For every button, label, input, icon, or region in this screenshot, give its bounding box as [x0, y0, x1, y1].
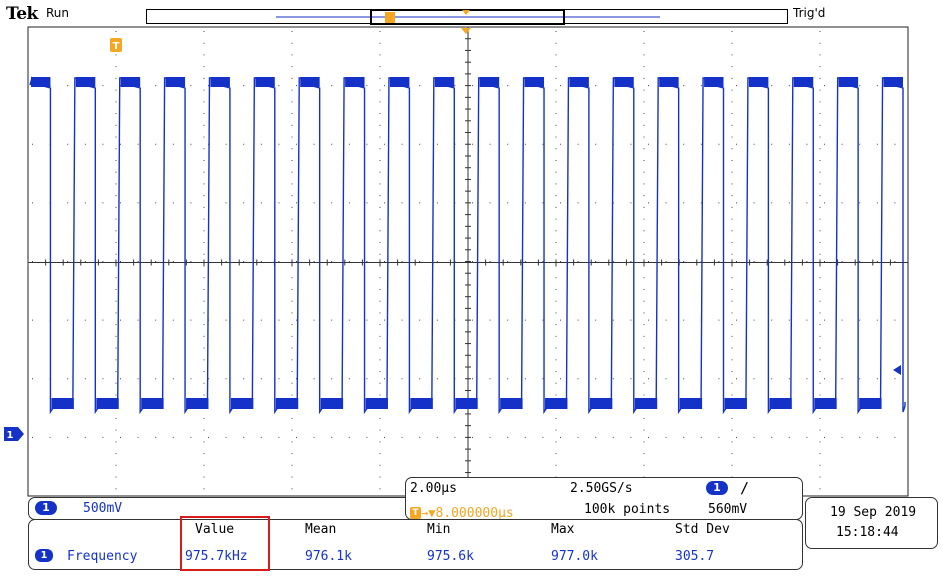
trigger-position-icon: T	[110, 38, 122, 52]
trigger-level-icon[interactable]	[893, 365, 901, 375]
value-highlight-box	[180, 516, 270, 571]
time: 15:18:44	[836, 525, 899, 540]
header-value: Value	[195, 522, 235, 537]
timebase-panel[interactable]: 2.00μs T →▼8.000000μs 2.50GS/s 100k point…	[405, 477, 803, 521]
value-std-dev: 305.7	[675, 549, 715, 564]
date: 19 Sep 2019	[830, 505, 917, 520]
record-center-marker	[462, 10, 470, 15]
center-expansion-icon	[461, 28, 471, 34]
channel-scale-panel[interactable]: 1 500mV	[28, 497, 408, 520]
vertical-scale: 500mV	[83, 501, 123, 516]
measurement-source-badge: 1	[35, 549, 53, 562]
brand-logo: Tek	[6, 4, 38, 24]
value-current: 975.7kHz	[185, 549, 248, 564]
value-min: 975.6k	[427, 549, 474, 564]
header-max: Max	[551, 522, 575, 537]
record-trigger-marker	[385, 12, 395, 23]
trigger-position-readout: T →▼8.000000μs	[410, 502, 514, 521]
trigger-source-badge: 1	[706, 481, 728, 495]
svg-text:T: T	[113, 41, 120, 52]
rising-edge-icon: ∕	[740, 479, 750, 497]
sample-rate: 2.50GS/s	[570, 481, 633, 496]
value-mean: 976.1k	[305, 549, 352, 564]
graticule-grid	[27, 26, 908, 496]
datetime-panel: 19 Sep 2019 15:18:44	[805, 497, 938, 549]
header-min: Min	[427, 522, 451, 537]
svg-text:1: 1	[7, 430, 14, 441]
header-mean: Mean	[305, 522, 337, 537]
record-length: 100k points	[584, 502, 671, 517]
header-std-dev: Std Dev	[675, 522, 730, 537]
trigger-level: 560mV	[708, 502, 748, 517]
acquisition-state: Run	[46, 6, 70, 20]
trigger-state: Trig'd	[793, 6, 826, 20]
horizontal-scale: 2.00μs	[410, 481, 457, 496]
value-max: 977.0k	[551, 549, 598, 564]
measurement-panel[interactable]: Value Mean Min Max Std Dev 1 Frequency 9…	[28, 519, 803, 570]
channel1-waveform	[29, 76, 906, 415]
channel1-ground-marker[interactable]: 1	[4, 427, 24, 441]
measurement-name: Frequency	[67, 549, 138, 564]
record-view-indicator	[276, 9, 660, 25]
trigger-t-icon: T	[410, 506, 421, 519]
channel1-badge: 1	[35, 501, 57, 515]
